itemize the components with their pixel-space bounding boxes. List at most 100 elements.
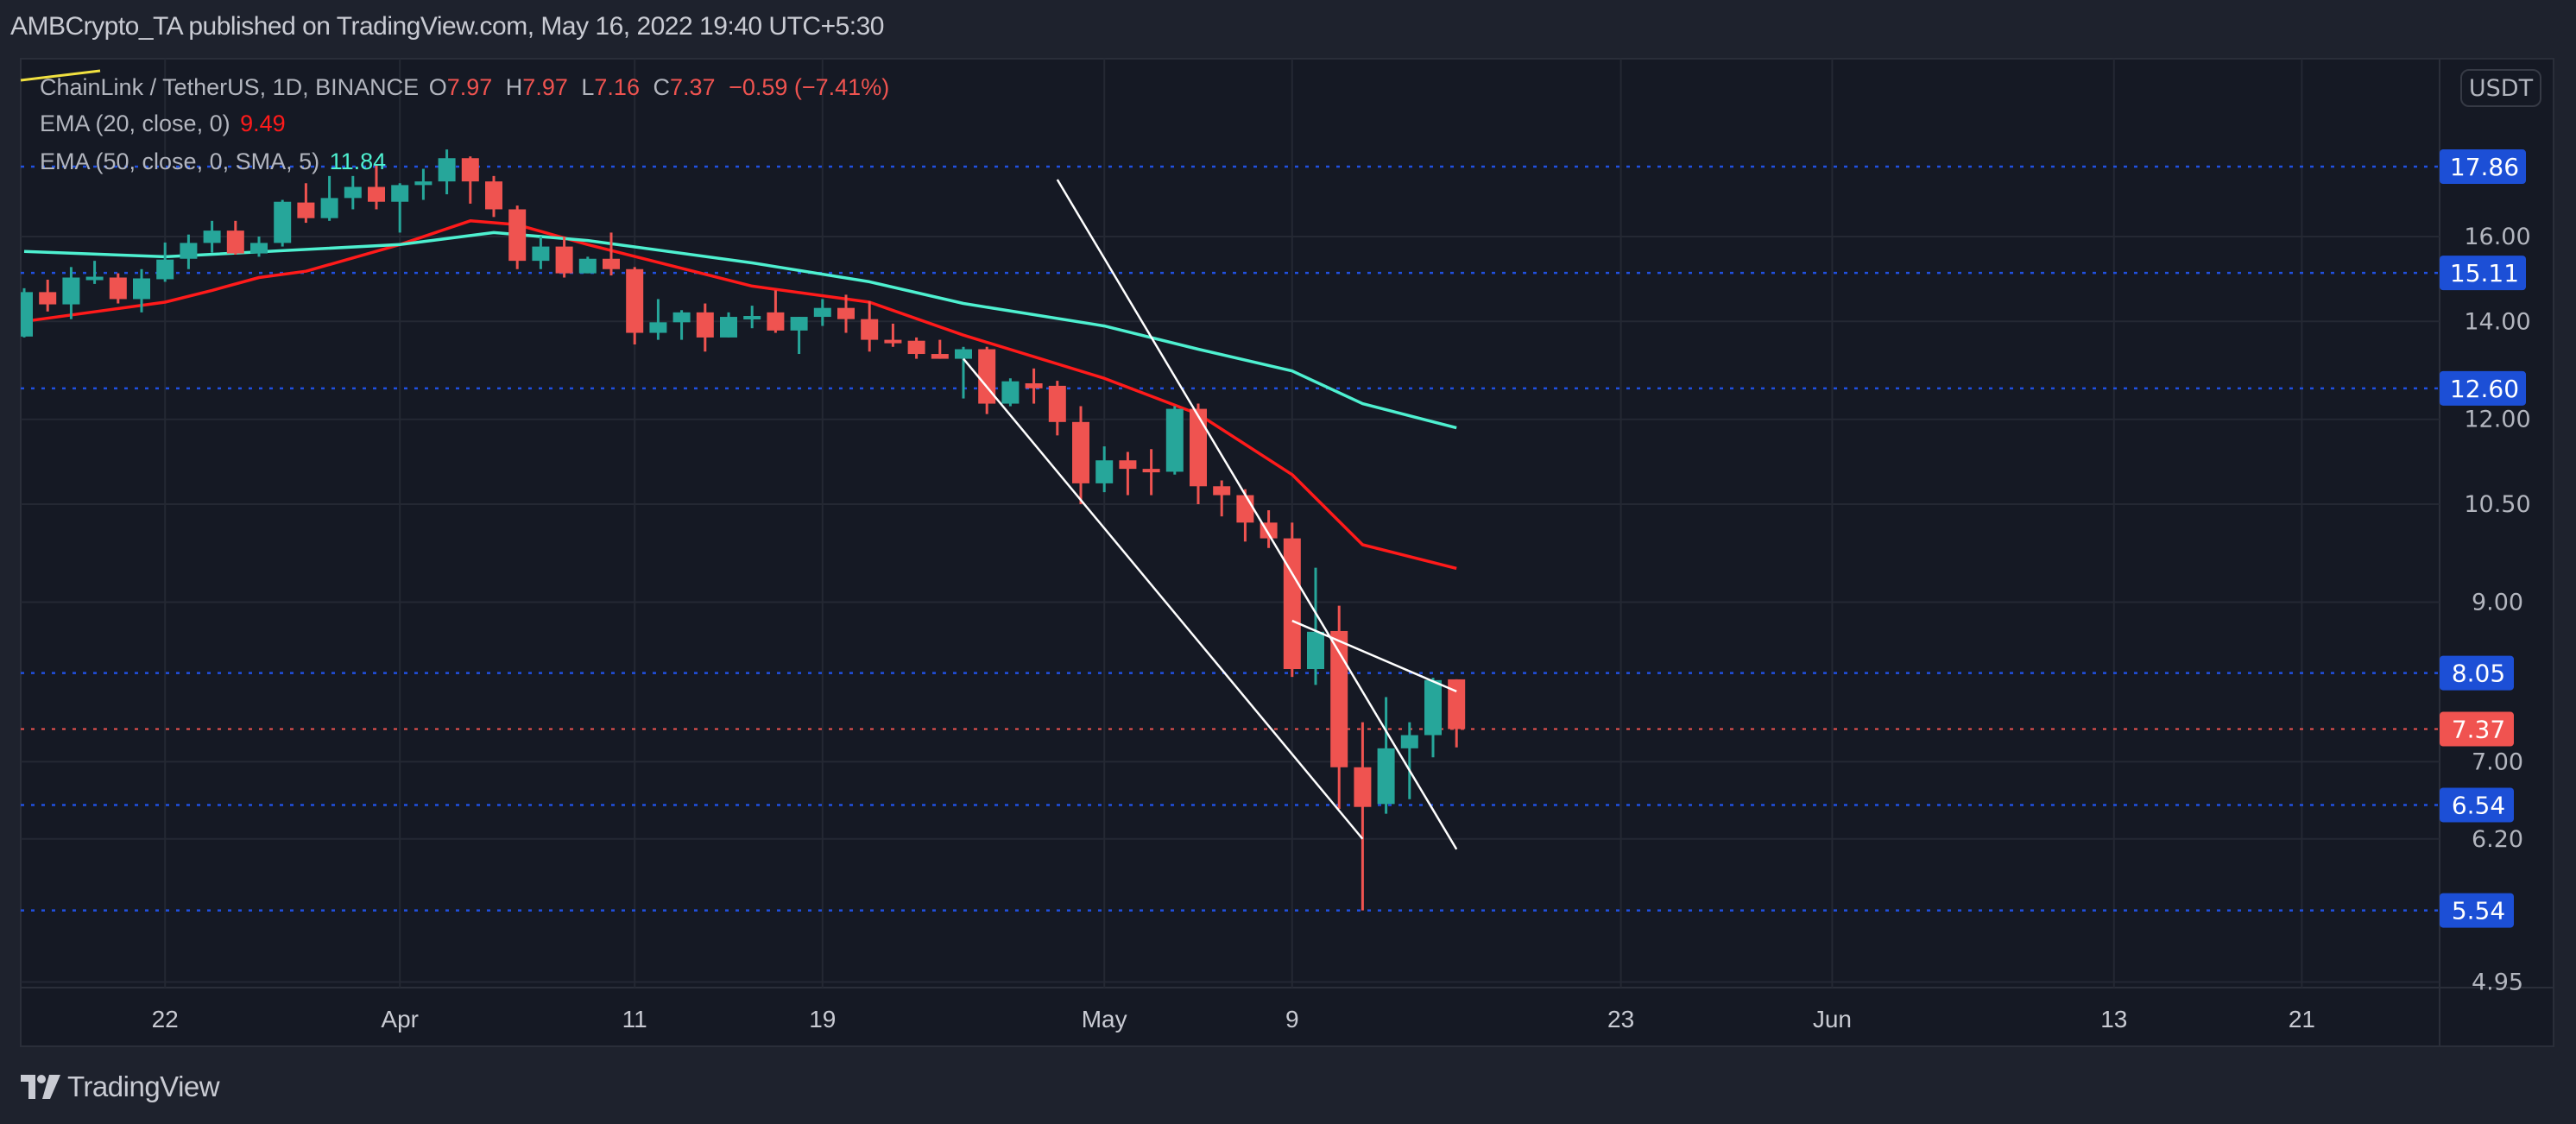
time-axis-tick-label: 19 — [809, 1006, 836, 1032]
candle-up[interactable] — [813, 299, 831, 326]
level-badge-text: 12.60 — [2450, 375, 2519, 403]
candle-up[interactable] — [320, 175, 338, 221]
candle-body — [907, 340, 925, 355]
candle-up[interactable] — [1095, 446, 1114, 493]
candle-body — [578, 258, 597, 274]
candle-down[interactable] — [1213, 480, 1231, 517]
candle-up[interactable] — [1424, 678, 1442, 758]
level-badge[interactable]: 17.86 — [2440, 149, 2526, 185]
candle-down[interactable] — [861, 300, 879, 352]
candle-down[interactable] — [461, 156, 479, 204]
candle-up[interactable] — [578, 256, 597, 274]
candle-body — [250, 243, 268, 254]
yellow-drawing-line[interactable] — [20, 69, 101, 82]
candle-down[interactable] — [368, 165, 385, 210]
candle-down[interactable] — [1025, 368, 1043, 404]
candle-down[interactable] — [1283, 522, 1301, 678]
candle-up[interactable] — [344, 175, 362, 210]
candle-down[interactable] — [109, 273, 127, 304]
symbol-name[interactable]: ChainLink / TetherUS, 1D, BINANCE — [40, 74, 420, 100]
candle-up[interactable] — [1400, 722, 1418, 799]
level-badge[interactable]: 8.05 — [2440, 655, 2514, 691]
candle-down[interactable] — [696, 303, 714, 352]
candle-up[interactable] — [1001, 378, 1020, 407]
ema20-line[interactable] — [23, 219, 1457, 571]
candle-body — [274, 201, 292, 243]
ema50-line[interactable] — [23, 230, 1457, 430]
candle-down[interactable] — [931, 339, 949, 359]
candle-down[interactable] — [884, 323, 902, 347]
candle-body — [320, 198, 338, 218]
candle-up[interactable] — [438, 149, 456, 195]
candle-up[interactable] — [133, 268, 150, 313]
candle-down[interactable] — [626, 267, 644, 345]
high-value: 7.97 — [522, 74, 568, 100]
candle-down[interactable] — [1354, 722, 1372, 911]
candle-body — [790, 317, 808, 331]
level-badge-text: 6.54 — [2452, 791, 2505, 819]
last-price-badge[interactable]: 7.37 — [2440, 711, 2514, 747]
candle-up[interactable] — [156, 242, 174, 282]
candle-down[interactable] — [297, 183, 315, 224]
candle-up[interactable] — [414, 168, 432, 200]
trendline[interactable] — [963, 357, 1364, 840]
trendline[interactable] — [1291, 619, 1457, 693]
level-badge-text: 15.11 — [2450, 259, 2519, 287]
candle-body — [743, 315, 761, 319]
trendline[interactable] — [1056, 179, 1458, 850]
ema50-legend[interactable]: EMA (50, close, 0, SMA, 5) 11.84 — [40, 148, 389, 175]
candle-up[interactable] — [85, 261, 104, 284]
candle-up[interactable] — [1165, 406, 1184, 475]
candle-down[interactable] — [603, 232, 620, 276]
plot-area[interactable] — [16, 59, 2440, 988]
candle-up[interactable] — [203, 220, 221, 253]
candle-down[interactable] — [508, 205, 527, 269]
candle-up[interactable] — [955, 346, 972, 399]
candle-up[interactable] — [532, 237, 550, 269]
level-badge[interactable]: 12.60 — [2440, 370, 2526, 406]
candle-down[interactable] — [767, 290, 785, 333]
candle-down[interactable] — [555, 237, 573, 278]
candle-up[interactable] — [1307, 567, 1324, 685]
candle-up[interactable] — [649, 299, 667, 340]
candle-up[interactable] — [1377, 697, 1395, 814]
candle-up[interactable] — [720, 312, 737, 338]
currency-button[interactable]: USDT — [2460, 69, 2541, 107]
candle-down[interactable] — [1048, 381, 1066, 436]
ema20-value: 9.49 — [240, 111, 286, 136]
tradingview-logo[interactable]: TradingView — [21, 1070, 220, 1103]
candle-down[interactable] — [1142, 449, 1160, 496]
candle-up[interactable] — [62, 267, 80, 319]
candle-down[interactable] — [1119, 451, 1137, 496]
candle-down[interactable] — [1072, 406, 1089, 505]
candle-up[interactable] — [743, 306, 761, 329]
candle-down[interactable] — [226, 220, 244, 255]
candle-up[interactable] — [790, 317, 808, 355]
level-badge[interactable]: 15.11 — [2440, 256, 2526, 291]
candle-up[interactable] — [672, 310, 691, 340]
candle-up[interactable] — [274, 199, 292, 247]
ema20-legend[interactable]: EMA (20, close, 0) 9.49 — [40, 111, 289, 137]
price-axis-tick-label: 9.00 — [2472, 589, 2523, 616]
candle-up[interactable] — [250, 237, 268, 257]
candle-up[interactable] — [180, 234, 198, 269]
candle-down[interactable] — [837, 294, 855, 333]
price-axis-tick-label: 16.00 — [2464, 224, 2530, 250]
ema50-label: EMA (50, close, 0, SMA, 5) — [40, 148, 320, 174]
candle-down[interactable] — [978, 346, 996, 414]
level-badge-bg — [2440, 370, 2526, 406]
level-badge[interactable]: 5.54 — [2440, 893, 2514, 928]
candle-down[interactable] — [39, 279, 57, 312]
level-badge[interactable]: 6.54 — [2440, 787, 2514, 823]
candle-up[interactable] — [391, 183, 409, 233]
candle-down[interactable] — [485, 175, 502, 218]
candle-body — [955, 349, 972, 359]
candle-up[interactable] — [16, 287, 33, 338]
candle-down[interactable] — [1330, 605, 1348, 809]
candle-body — [1307, 631, 1324, 670]
candle-down[interactable] — [1190, 403, 1207, 505]
candle-body — [156, 259, 174, 280]
candle-down[interactable] — [907, 337, 925, 359]
time-axis-tick-label: 13 — [2100, 1006, 2127, 1032]
